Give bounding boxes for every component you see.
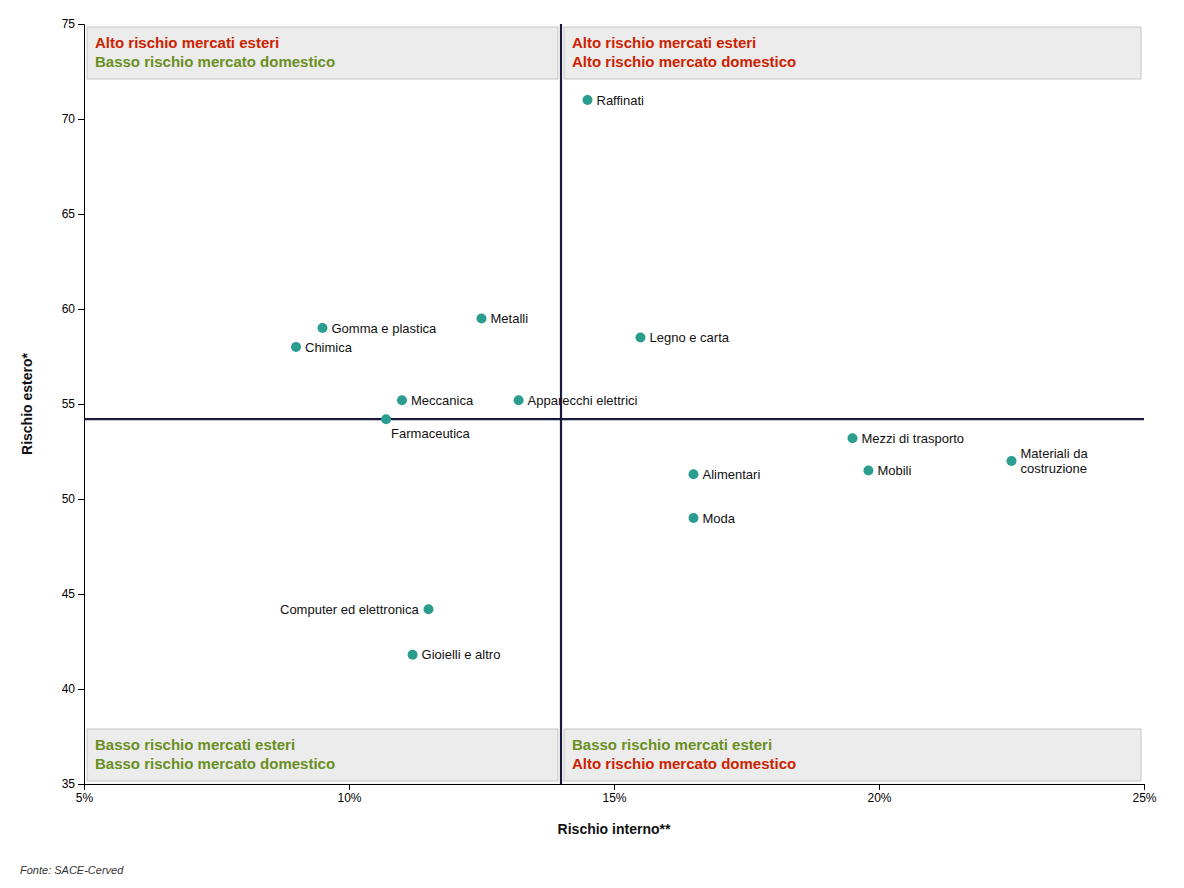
y-tick-label: 35 [62,777,76,791]
point-label: Computer ed elettronica [280,602,420,617]
y-tick: 40 [62,682,84,696]
x-tick-label: 5% [76,791,94,805]
x-tick-label: 10% [337,791,361,805]
marks [84,24,1144,784]
y-tick-label: 55 [62,397,76,411]
quadrant-box [87,27,558,79]
y-tick-label: 60 [62,302,76,316]
y-tick: 75 [62,17,84,31]
quadrant-label: Alto rischio mercati esteri [95,34,279,51]
point-label: Moda [703,511,736,526]
y-tick-mark [78,689,84,690]
quadrant-box [564,729,1141,781]
point-label: Farmaceutica [391,426,471,441]
x-tick: 20% [867,784,891,805]
y-axis-line [78,25,85,785]
point [381,414,391,424]
y-tick-mark [78,309,84,310]
quadrant-boxes [87,27,1141,781]
point [424,604,434,614]
x-tick-mark [879,784,880,790]
y-tick-mark [78,119,84,120]
point [636,333,646,343]
y-tick-mark [78,784,84,785]
x-tick: 15% [602,784,626,805]
point-label: Raffinati [597,93,645,108]
chart: 5% 10% 15% 20% 25% 35 40 45 50 55 60 65 70 75 Alto ris… [0,0,1184,888]
point [863,466,873,476]
point [848,433,858,443]
y-tick: 50 [62,492,84,506]
point [477,314,487,324]
point [291,342,301,352]
quadrant-label: Basso rischio mercati esteri [95,736,295,753]
point-label: Apparecchi elettrici [528,393,638,408]
x-axis-title: Rischio interno** [558,821,671,837]
y-tick: 35 [62,777,84,791]
quadrant-label: Alto rischio mercato domestico [572,755,796,772]
x-tick: 10% [337,784,361,805]
y-tick: 65 [62,207,84,221]
y-tick-mark [78,594,84,595]
x-axis-line [85,785,1145,791]
point-label: Mezzi di trasporto [862,431,965,446]
point [408,650,418,660]
point-label: Materiali dacostruzione [1021,446,1089,476]
y-tick: 55 [62,397,84,411]
y-tick-label: 40 [62,682,76,696]
y-tick-mark [78,404,84,405]
point-label: Metalli [491,311,529,326]
source: Fonte: SACE-Cerved [20,864,124,876]
point-labels: Raffinati Metalli Gomma e plastica Chimica L… [280,93,1088,663]
y-tick-mark [78,499,84,500]
point-label: Gioielli e altro [422,647,501,662]
point [318,323,328,333]
x-tick: 25% [1132,784,1156,805]
point-label: Mobili [877,463,911,478]
y-tick-label: 65 [62,207,76,221]
point-label: Chimica [305,340,353,355]
x-tick-mark [1144,784,1145,790]
x-tick-label: 20% [867,791,891,805]
point [689,513,699,523]
x-axis: 5% 10% 15% 20% 25% [76,784,1157,805]
point [689,469,699,479]
x-tick-mark [614,784,615,790]
point-label: Gomma e plastica [332,321,438,336]
point [583,95,593,105]
y-axis-title: Rischio estero* [19,352,35,454]
y-tick-label: 70 [62,112,76,126]
quadrant-label: Alto rischio mercati esteri [572,34,756,51]
point [397,395,407,405]
quadrant-label: Basso rischio mercato domestico [95,53,335,70]
quadrant-label: Basso rischio mercati esteri [572,736,772,753]
y-tick-label: 50 [62,492,76,506]
quadrant-labels: Alto rischio mercati esteri Basso rischio… [95,34,796,772]
y-tick-label: 75 [62,17,76,31]
point-label: Alimentari [703,467,761,482]
y-tick-label: 45 [62,587,76,601]
reference-line-y [84,418,1144,420]
x-tick-label: 15% [602,791,626,805]
point-label: Legno e carta [650,330,730,345]
point [514,395,524,405]
plot: 5% 10% 15% 20% 25% 35 40 45 50 55 60 65 70 75 Alto ris… [19,17,1157,837]
x-tick-label: 25% [1132,791,1156,805]
x-tick-mark [349,784,350,790]
quadrant-label: Alto rischio mercato domestico [572,53,796,70]
quadrant-box [87,729,558,781]
x-tick: 5% [76,784,94,805]
y-tick: 45 [62,587,84,601]
y-tick: 70 [62,112,84,126]
y-axis: 35 40 45 50 55 60 65 70 75 [62,17,85,791]
y-tick-mark [78,24,84,25]
y-tick-mark [78,214,84,215]
y-tick: 60 [62,302,84,316]
point-label: Meccanica [411,393,474,408]
quadrant-box [564,27,1141,79]
point [1007,456,1017,466]
quadrant-label: Basso rischio mercato domestico [95,755,335,772]
